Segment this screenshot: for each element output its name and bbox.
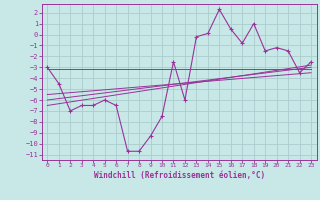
X-axis label: Windchill (Refroidissement éolien,°C): Windchill (Refroidissement éolien,°C) <box>94 171 265 180</box>
